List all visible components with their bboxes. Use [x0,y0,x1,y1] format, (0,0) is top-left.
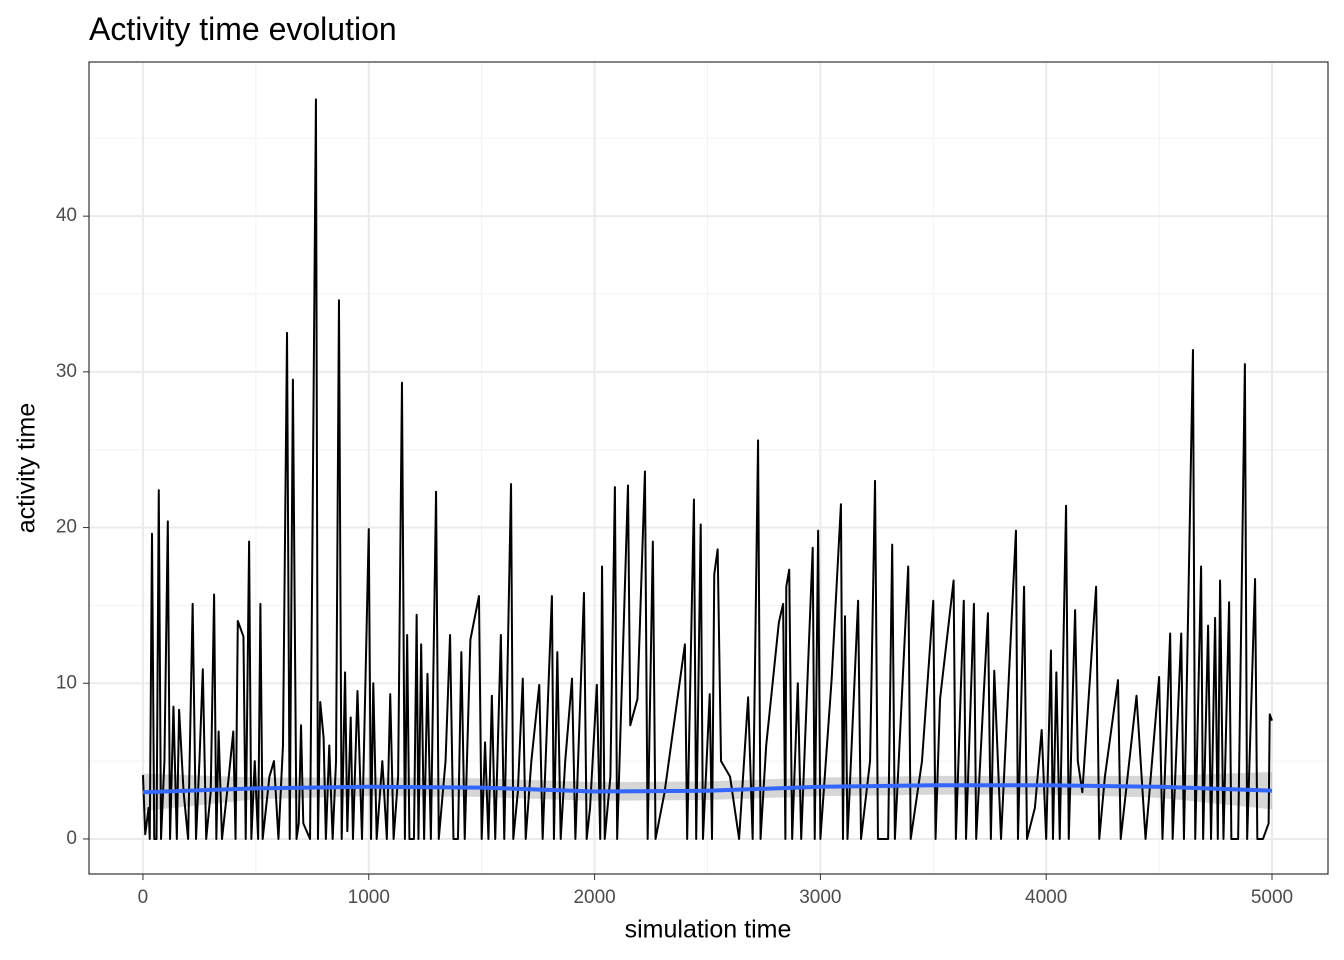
y-axis-title: activity time [13,403,41,534]
x-axis-title: simulation time [625,916,792,944]
y-tick-label: 40 [56,205,77,226]
smooth-line [142,783,1273,795]
chart-title: Activity time evolution [89,11,397,47]
y-tick-label: 20 [56,517,77,538]
plot-border [88,61,1329,875]
x-tick-label: 4000 [1025,887,1067,908]
y-tick-label: 10 [56,672,77,693]
x-tick-label: 3000 [799,887,841,908]
x-tick-label: 2000 [573,887,615,908]
x-tick-label: 5000 [1251,887,1293,908]
x-tick-label: 1000 [348,887,390,908]
x-tick-label: 0 [138,887,149,908]
y-tick-label: 0 [66,828,77,849]
data-line [141,98,1273,840]
y-tick-label: 30 [56,361,77,382]
plot-background [89,62,1328,874]
